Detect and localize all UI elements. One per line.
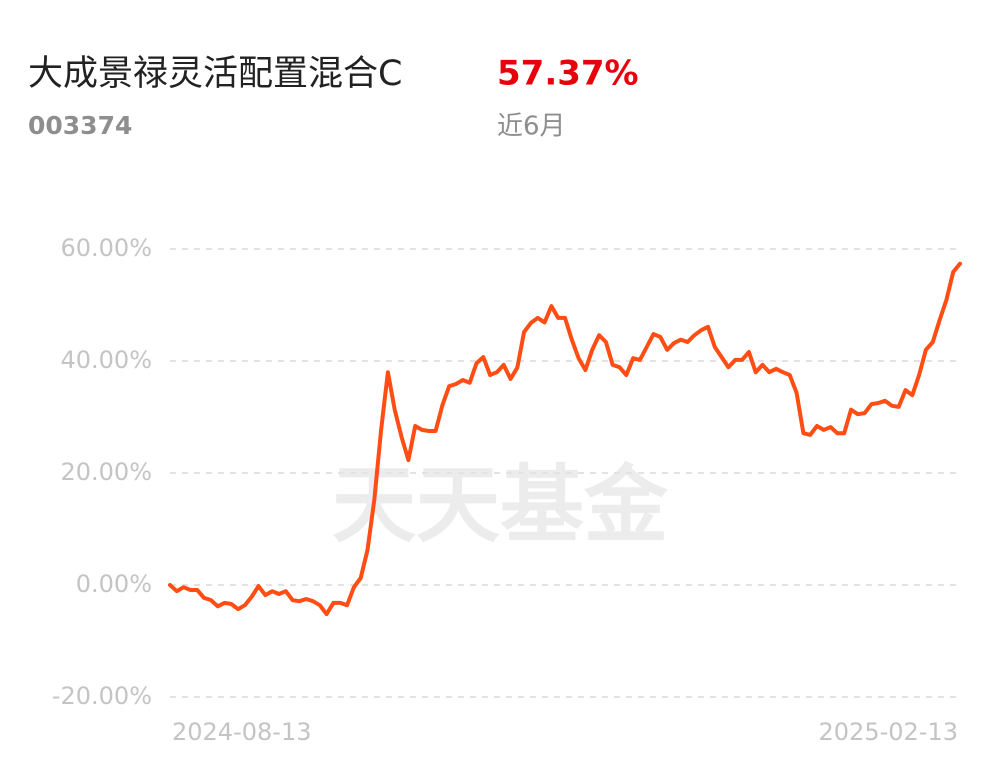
fund-code: 003374	[28, 111, 132, 140]
fund-title: 大成景禄灵活配置混合C	[28, 54, 402, 94]
x-tick-label: 2024-08-13	[172, 718, 311, 746]
watermark: 天天基金	[332, 455, 669, 554]
y-tick-label: 0.00%	[76, 570, 152, 598]
x-tick-label: 2025-02-13	[819, 718, 958, 746]
return-value: 57.37%	[497, 54, 639, 94]
y-tick-label: 60.00%	[60, 234, 152, 262]
return-line	[168, 261, 962, 617]
y-tick-label: -20.00%	[52, 682, 152, 710]
period: 近6月	[497, 112, 566, 142]
y-tick-label: 40.00%	[60, 346, 152, 374]
y-tick-label: 20.00%	[60, 458, 152, 486]
